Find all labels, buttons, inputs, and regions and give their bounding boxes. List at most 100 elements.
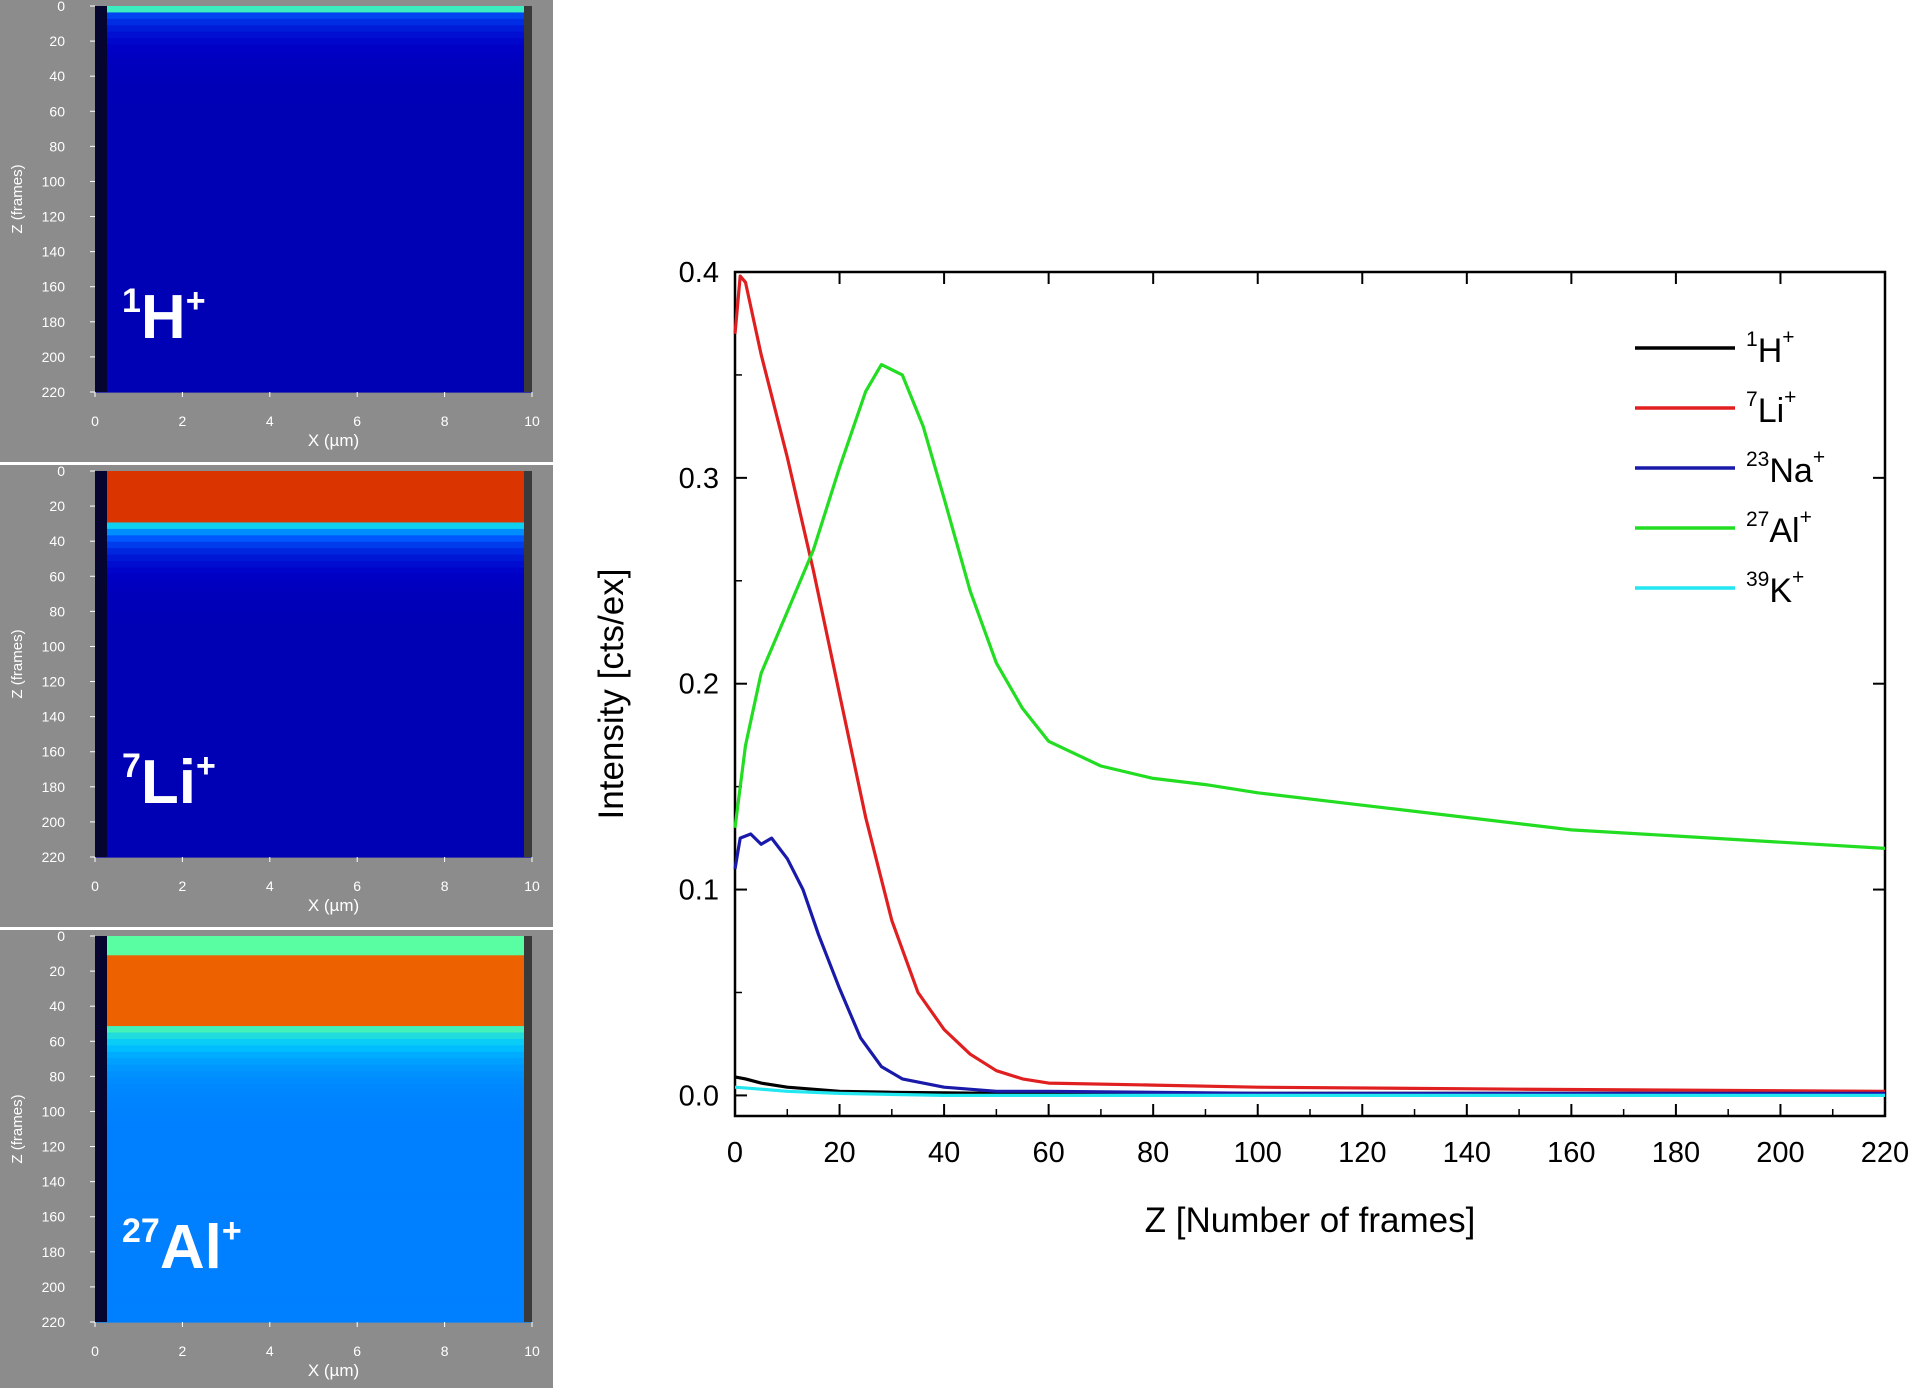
heatmap-species-label: 7Li+ (122, 747, 216, 817)
legend-entry-na: 23Na+ (1746, 446, 1825, 490)
y-tick-label: 40 (49, 68, 65, 84)
heatmap-band (95, 1296, 532, 1304)
y-tick-label: 120 (42, 1139, 66, 1155)
heatmap-x-axis: 0 2 4 6 8 10 (91, 1322, 540, 1359)
heatmap-band (95, 18, 532, 26)
heatmap-band (95, 128, 532, 136)
heatmap-band (95, 676, 532, 684)
heatmap-band (95, 586, 532, 594)
heatmap-band (95, 327, 532, 335)
heatmap-species-label: 1H+ (122, 282, 206, 352)
heatmap-band (95, 670, 532, 678)
heatmap-band (95, 799, 532, 807)
y-tick-label: 20 (49, 963, 65, 979)
heatmap-band (95, 57, 532, 65)
x-tick-label: 8 (441, 1343, 449, 1359)
legend-entry-k: 39K+ (1746, 566, 1804, 610)
heatmap-band (95, 134, 532, 142)
heatmap-band (95, 308, 532, 316)
heatmap-band (95, 160, 532, 168)
heatmap-band (95, 244, 532, 252)
heatmap-x-axis: 0 2 4 6 8 10 (91, 392, 540, 429)
heatmap-band (95, 372, 532, 380)
x-tick-label: 10 (524, 1343, 540, 1359)
heatmap-band (95, 346, 532, 354)
heatmap-band (95, 747, 532, 755)
y-tick-label: 0 (57, 928, 65, 944)
y-tick-label: 100 (42, 638, 66, 654)
heatmap-band (95, 314, 532, 322)
heatmap-band (95, 824, 532, 832)
heatmap-x-label: X (µm) (308, 1361, 359, 1380)
heatmap-band (95, 301, 532, 309)
x-tick-label: 2 (179, 413, 187, 429)
y-tick-label: 60 (49, 568, 65, 584)
x-tick-label: 2 (179, 1343, 187, 1359)
heatmap-band (95, 379, 532, 387)
heatmap-band (95, 792, 532, 800)
heatmap-band (95, 12, 532, 20)
heatmap-y-axis: 0 20 40 60 80 100 120 140 160 180 200 220 (42, 928, 95, 1330)
y-tick-label: 60 (49, 1033, 65, 1049)
heatmap-band (95, 1206, 532, 1214)
legend-entry-h: 1H+ (1746, 326, 1795, 370)
y-tick-label: 140 (42, 1174, 66, 1190)
heatmap-band (95, 689, 532, 697)
y-tick-label: 0.4 (679, 257, 719, 289)
heatmap-band (95, 961, 532, 969)
heatmap-band (95, 1199, 532, 1207)
heatmap-band (95, 211, 532, 219)
x-tick-label: 8 (441, 413, 449, 429)
heatmap-band (95, 593, 532, 601)
heatmap-band (95, 496, 532, 504)
heatmap-edge-strip (95, 936, 107, 1322)
heatmap-band (95, 734, 532, 742)
heatmap-band (95, 1276, 532, 1284)
heatmap-band (95, 192, 532, 200)
heatmap-band (95, 1212, 532, 1220)
heatmap-edge-strip (95, 6, 107, 392)
heatmap-band (95, 754, 532, 762)
y-axis: 0.0 0.1 0.2 0.3 0.4 (679, 257, 1885, 1112)
heatmap-band (95, 1013, 532, 1021)
heatmap-band (95, 936, 532, 944)
heatmap-band (95, 269, 532, 277)
heatmap-species-label: 27Al+ (122, 1212, 242, 1282)
heatmap-band (95, 1186, 532, 1194)
heatmap-band (95, 1045, 532, 1053)
heatmap-band (95, 805, 532, 813)
y-tick-label: 160 (42, 1209, 66, 1225)
heatmap-band (95, 199, 532, 207)
heatmap-band (95, 147, 532, 155)
legend-entry-li: 7Li+ (1746, 386, 1796, 430)
x-tick-label: 0 (91, 878, 99, 894)
y-tick-label: 160 (42, 279, 66, 295)
heatmap-band (95, 1167, 532, 1175)
x-tick-label: 60 (1033, 1137, 1065, 1169)
heatmap-band (95, 831, 532, 839)
x-tick-label: 6 (353, 878, 361, 894)
heatmap-band (95, 250, 532, 258)
y-tick-label: 40 (49, 533, 65, 549)
heatmap-band (95, 1225, 532, 1233)
y-tick-label: 80 (49, 603, 65, 619)
y-tick-label: 0.0 (679, 1080, 719, 1112)
heatmap-band (95, 1116, 532, 1124)
x-tick-label: 4 (266, 1343, 274, 1359)
heatmap-band (95, 1129, 532, 1137)
heatmap-band (95, 1019, 532, 1027)
y-tick-label: 60 (49, 103, 65, 119)
heatmap-band (95, 1090, 532, 1098)
heatmap-band (95, 334, 532, 342)
heatmap-band (95, 224, 532, 232)
heatmap-band (95, 844, 532, 852)
heatmap-band (95, 141, 532, 149)
heatmap-band (95, 471, 532, 479)
heatmap-band (95, 942, 532, 950)
x-tick-label: 6 (353, 413, 361, 429)
heatmap-band (95, 503, 532, 511)
heatmap-band (95, 1096, 532, 1104)
heatmap-band (95, 385, 532, 393)
heatmap-band (95, 1071, 532, 1079)
heatmap-band (95, 664, 532, 672)
